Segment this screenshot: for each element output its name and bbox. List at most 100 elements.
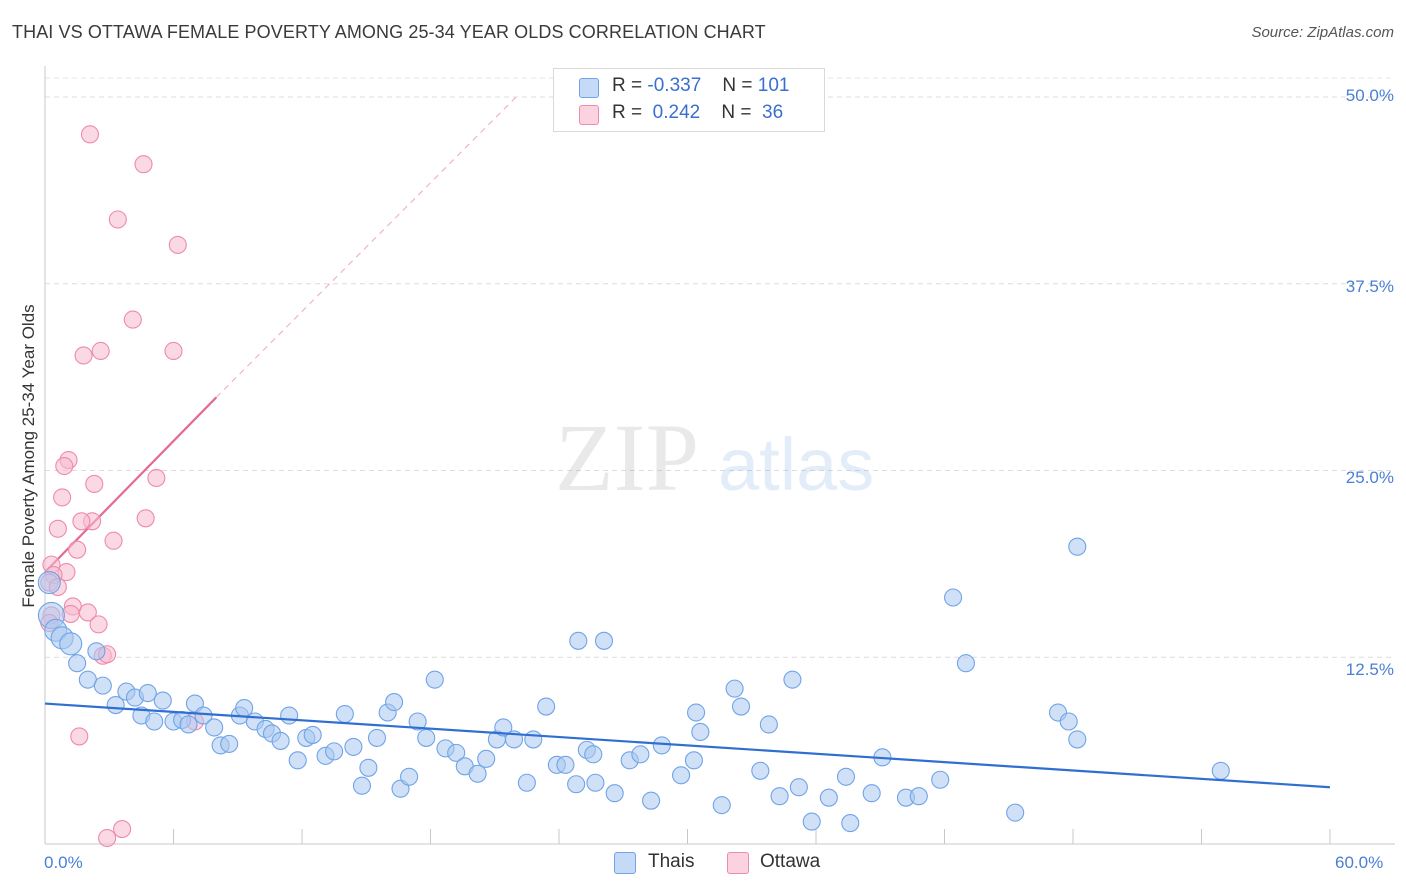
ottawa-point (136, 509, 155, 528)
thais-point (468, 764, 487, 783)
watermark-zip: ZIP (555, 404, 699, 511)
source-label: Source: ZipAtlas.com (1251, 24, 1394, 41)
thais-point (605, 784, 624, 803)
thais-point (1068, 730, 1087, 749)
chart-title: THAI VS OTTAWA FEMALE POVERTY AMONG 25-3… (12, 22, 766, 42)
axes (44, 66, 1395, 845)
ottawa-swatch (579, 105, 599, 125)
thais-point (836, 767, 856, 786)
thais-swatch (614, 852, 636, 874)
thais-point (931, 770, 950, 789)
ottawa-point (108, 210, 127, 229)
ottawa-point (89, 615, 108, 634)
thais-point (691, 722, 710, 742)
thais-point (909, 787, 928, 806)
ottawa-points (40, 125, 204, 848)
thais-point (417, 728, 436, 747)
ottawa-point (164, 341, 183, 361)
ottawa-point (70, 727, 89, 746)
thais-point (37, 570, 61, 595)
thais-point (584, 745, 603, 764)
thais-point (567, 775, 586, 794)
thais-point (956, 654, 975, 673)
thais-point (594, 631, 614, 650)
thais-point (59, 632, 83, 656)
thais-point (271, 731, 290, 750)
ottawa-point (98, 828, 117, 848)
thais-point (1068, 537, 1087, 556)
thais-point (68, 654, 87, 673)
thais-point (1059, 712, 1078, 731)
ottawa-point (91, 341, 110, 361)
thais-point (684, 751, 703, 770)
thais-point (138, 684, 157, 703)
thais-points (37, 537, 1230, 833)
ottawa-point (134, 155, 153, 174)
thais-trend (44, 702, 1331, 789)
thais-point (367, 728, 387, 747)
thais-point (1006, 803, 1025, 822)
correlation-legend: R = -0.337 N = 101 R = 0.242 N = 36 (553, 68, 825, 132)
ottawa-point (113, 820, 132, 839)
thais-swatch (579, 78, 599, 98)
thais-point (179, 715, 198, 734)
thais-point (672, 766, 691, 785)
thais-point (586, 773, 605, 792)
thais-point (556, 755, 575, 774)
ottawa-point (85, 474, 104, 493)
thais-point (783, 670, 802, 689)
legend-r-label: R = (612, 102, 643, 123)
x-tick-label: 0.0% (44, 853, 83, 872)
thais-point (712, 796, 731, 815)
thais-point (385, 693, 404, 712)
thais-point (344, 737, 363, 756)
ottawa-point (68, 540, 87, 559)
thais-point (537, 697, 556, 716)
thais-point (400, 767, 419, 786)
y-tick-label: 12.5% (1345, 660, 1394, 679)
thais-point (652, 736, 671, 755)
thais-point (280, 706, 299, 725)
thais-point (1211, 761, 1230, 780)
thais-point (517, 773, 536, 792)
legend-n-label: N = (721, 102, 752, 123)
ottawa-point (74, 346, 93, 365)
thais-point (335, 704, 354, 724)
y-axis-label: Female Poverty Among 25-34 Year Olds (19, 304, 38, 608)
ottawa-swatch (727, 852, 749, 874)
thais-point (408, 712, 427, 731)
thais-point (802, 812, 821, 831)
thais-point (944, 588, 963, 607)
ottawa-point (104, 531, 123, 550)
thais-point (524, 730, 543, 749)
legend-r-label: R = (612, 75, 643, 96)
y-tick-label: 25.0% (1345, 468, 1394, 487)
thais-point (303, 725, 322, 744)
legend-n-label: N = (722, 75, 753, 96)
ottawa-point (123, 310, 142, 329)
thais-point (325, 742, 344, 761)
legend-label-ottawa: Ottawa (760, 851, 821, 872)
thais-point (819, 788, 838, 807)
thais-point (759, 715, 778, 734)
legend-n-value: 101 (757, 75, 790, 96)
thais-point (220, 734, 239, 753)
watermark-atlas: atlas (718, 423, 874, 506)
thais-point (731, 697, 751, 716)
y-tick-label: 37.5% (1345, 277, 1394, 296)
thais-point (425, 670, 444, 689)
thais-point (359, 758, 378, 777)
thais-point (93, 676, 112, 695)
ottawa-point (147, 468, 166, 488)
thais-point (770, 787, 789, 806)
thais-point (447, 743, 466, 762)
thais-point (494, 718, 513, 737)
thais-point (841, 814, 860, 833)
thais-point (145, 712, 164, 731)
ottawa-point (53, 488, 72, 507)
thais-point (789, 778, 808, 797)
thais-point (569, 631, 588, 650)
thais-point (687, 703, 706, 722)
grid-lines (45, 77, 1395, 658)
